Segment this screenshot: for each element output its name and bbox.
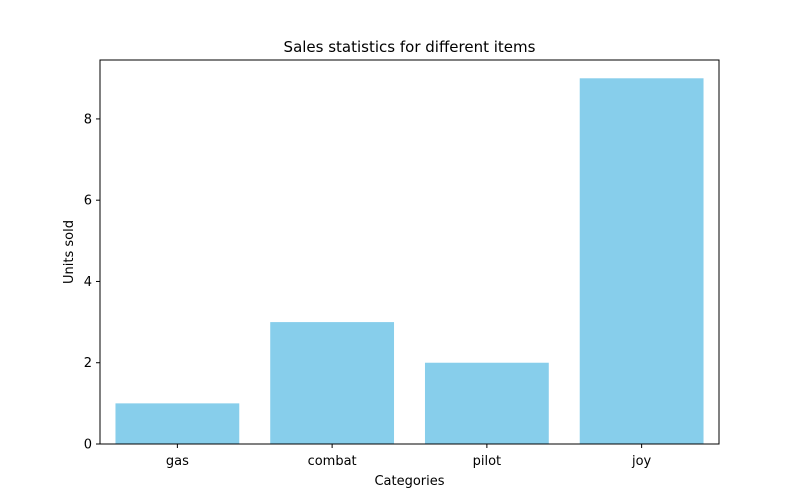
y-tick-label: 0: [84, 438, 92, 453]
y-axis-label: Units sold: [62, 220, 77, 284]
x-tick-label: combat: [308, 454, 357, 469]
bar-joy: [579, 78, 704, 444]
x-axis-label: Categories: [374, 474, 444, 489]
y-tick-label: 4: [84, 275, 92, 290]
plot-frame: [99, 59, 720, 445]
chart-title: Sales statistics for different items: [284, 38, 536, 56]
x-axis-ticks: gas combat pilot joy: [166, 444, 652, 469]
bars-layer: [115, 78, 704, 444]
bar-gas: [115, 403, 240, 444]
y-tick-label: 8: [84, 112, 92, 127]
y-tick-label: 2: [84, 356, 92, 371]
x-tick-label: pilot: [473, 454, 502, 469]
bar-pilot: [424, 362, 549, 444]
x-tick-label: joy: [631, 454, 652, 469]
y-axis-ticks: 0 2 4 6 8: [84, 112, 100, 453]
bar-combat: [270, 322, 395, 444]
x-tick-label: gas: [166, 454, 189, 469]
y-tick-label: 6: [84, 194, 92, 209]
